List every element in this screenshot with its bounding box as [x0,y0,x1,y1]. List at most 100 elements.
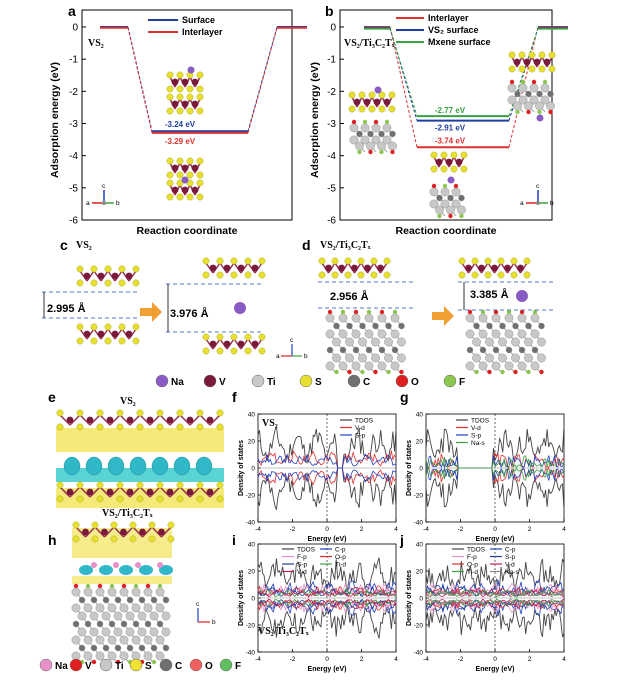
panel-e: e VS₂ [48,389,224,508]
legend-label-interlayer: Interlayer [182,27,223,37]
panel-h: h VS₂/Ti₃C₂Tₓ c b [48,508,216,665]
legend-label-f-0: TDOS [355,417,374,424]
panel-label-d: d [302,237,311,253]
key-swatch-na [155,374,169,388]
key-label-f: F [235,661,241,672]
key-label-na: Na [55,661,68,672]
dos-curve-down-i-4 [257,598,397,610]
svg-text:a: a [86,200,90,207]
panel-label-j: j [399,532,404,548]
legend-label-f-1: V-d [355,425,365,432]
ytick-a-2: -2 [69,87,78,98]
structure-c-right-bottom [202,333,266,355]
value-label-b-1: -2.91 eV [435,124,466,133]
dos-curve-up-j-0 [425,558,565,593]
na-atom-d [516,290,528,302]
panel-label-c: c [60,237,68,253]
structure-b-left-vs2 [348,91,396,113]
panel-a: a VS₂ Adsorption energy (eV) Reaction co… [49,3,307,237]
xtick-g-0: -4 [423,526,429,533]
key-label-o: O [205,661,213,672]
xtick-i-4: 4 [394,656,398,663]
ytick-j-0: 40 [416,542,424,549]
xlabel-b: Reaction coordinate [396,225,497,237]
ylabel-j: Density of states [406,570,413,626]
ytick-j-1: 20 [416,569,424,576]
structure-d-left-vs2 [318,257,391,279]
svg-text:b: b [116,200,120,207]
legend-label-g-2: S-p [471,432,482,439]
panel-label-g: g [400,389,409,405]
ytick-b-2: -2 [327,87,336,98]
key-swatch-f [219,658,233,672]
key-label-v: V [85,661,92,672]
value-label-b-2: -2.77 eV [435,106,466,115]
structure-a-top-layer1 [166,71,204,93]
svg-text:a: a [520,200,524,207]
xlabel-f: Energy (eV) [308,536,347,543]
legend-label-interlayer-b: Interlayer [428,13,469,23]
ytick-a-4: -4 [69,151,78,162]
ytick-i-3: -20 [246,623,256,630]
structure-a-top-layer2 [166,93,204,115]
value-label-b-0: -3.74 eV [435,136,466,145]
dos-curve-down-g-1 [425,467,565,485]
title-f: VS₂ [262,418,278,429]
legend-label-f-2: S-p [355,432,366,439]
key-swatch-ti [251,374,265,388]
title-b: VS₂/Ti₃C₂Tₓ [344,38,395,49]
ytick-i-4: -40 [246,650,256,657]
ytick-i-0: 40 [248,542,256,549]
xtick-f-4: 4 [394,526,398,533]
ytick-i-1: 20 [248,569,256,576]
xtick-i-2: 0 [325,656,329,663]
panel-label-b: b [325,3,334,19]
ytick-j-3: -20 [414,623,424,630]
ytick-a-3: -3 [69,119,78,130]
key-swatch-f [443,374,457,388]
title-d: VS₂/Ti₃C₂Tₓ [320,240,371,251]
xtick-j-4: 4 [562,656,566,663]
dos-curve-up-g-1 [425,451,565,469]
key-label-c: C [363,377,370,388]
ylabel-f: Density of states [238,440,245,496]
structure-a-bottom-layer2 [166,179,204,201]
na-atom-c [234,302,246,314]
key-swatch-o [189,658,203,672]
structure-e-bottom [56,481,224,503]
key-label-s: S [145,661,152,672]
panel-label-h: h [48,532,57,548]
structure-d-right-mxene [465,309,546,375]
value-label-a-1: -3.29 eV [165,137,196,146]
xtick-f-0: -4 [255,526,261,533]
svg-text:b: b [550,200,554,207]
title-e: VS₂ [120,396,136,407]
distance-c2: 3.976 Å [170,307,209,320]
key-swatch-ti [99,658,113,672]
structure-b-left-mxene [349,119,397,155]
key-label-c: C [175,661,182,672]
structure-e-top [56,409,224,431]
dos-curve-up-f-1 [257,450,397,469]
ytick-a-5: -5 [69,183,78,194]
key-label-ti: Ti [115,661,124,672]
key-swatch-c [159,658,173,672]
dos-curve-up-i-4 [257,586,397,598]
panel-b: b VS₂/Ti₃C₂Tₓ Adsorption energy (eV) Rea… [309,3,568,237]
level-dash-out-a-1 [247,27,278,133]
legend-label-g-0: TDOS [471,417,490,424]
key-label-o: O [411,377,419,388]
structure-h-vs2 [72,521,175,543]
dos-curve-down-g-3 [425,467,565,481]
na-atom-a1 [187,66,195,74]
panel-label-f: f [232,389,237,405]
title-i: VS₂/Ti₃C₂Tₓ [258,626,309,637]
dos-curve-up-g-0 [425,425,565,469]
ytick-a-0: 0 [72,23,78,34]
dos-curve-up-j-7 [425,589,565,598]
dos-curve-down-f-0 [257,467,397,510]
dos-curve-up-i-2 [257,582,397,597]
